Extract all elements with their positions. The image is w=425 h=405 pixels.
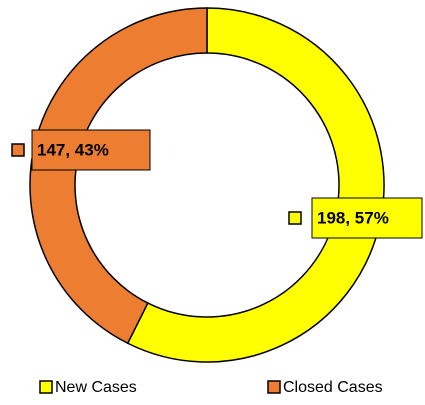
legend-key xyxy=(267,380,281,394)
data-label-box xyxy=(311,197,423,239)
legend-label: Closed Cases xyxy=(283,379,383,396)
legend-label: New Cases xyxy=(55,379,137,396)
donut-slice xyxy=(126,7,385,363)
data-label-box xyxy=(31,129,151,171)
legend-key xyxy=(39,380,53,394)
donut-slice xyxy=(29,7,208,345)
data-label: 147, 43% xyxy=(37,140,109,159)
data-label-key xyxy=(288,211,302,225)
data-label: 198, 57% xyxy=(317,208,389,227)
data-label-key xyxy=(11,143,25,157)
